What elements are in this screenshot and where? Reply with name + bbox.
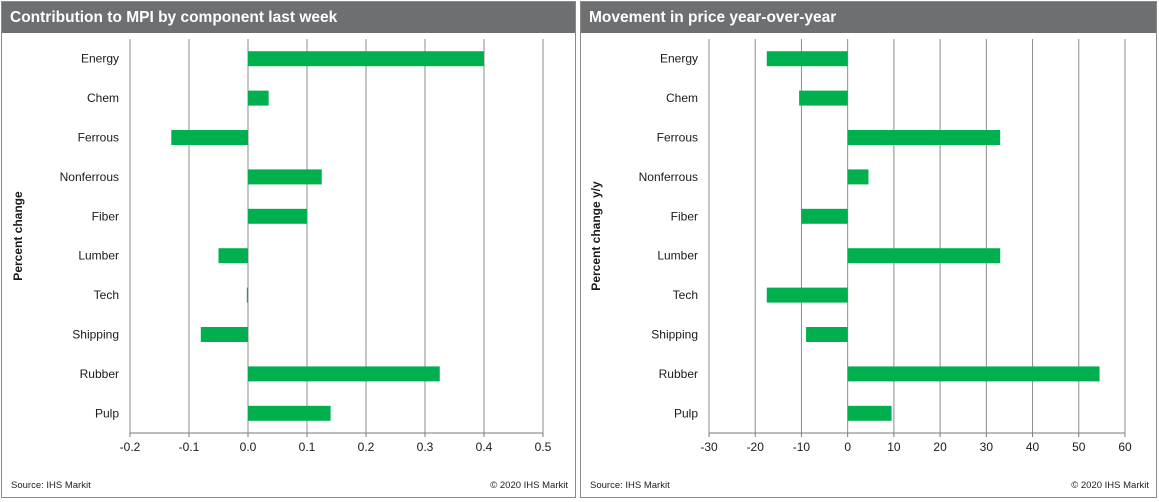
bar-energy (248, 51, 484, 67)
bar-chem (799, 90, 848, 106)
bar-tech (246, 287, 248, 303)
copyright-note: © 2020 IHS Markit (1071, 480, 1149, 491)
category-label: Rubber (659, 367, 698, 381)
category-label: Chem (666, 91, 698, 105)
x-tick-label: -10 (793, 440, 811, 454)
x-tick-label: -30 (700, 440, 718, 454)
chart-panel-mpi-contribution: Contribution to MPI by component last we… (1, 1, 576, 498)
x-tick-label: 50 (1072, 440, 1086, 454)
axis-title: Percent change y/y (589, 181, 603, 291)
bar-chart-price-yoy: -30 -20 -10 0 10 20 30 40 50 60 Energy Chem Ferrous N… (589, 39, 1132, 454)
category-label: Nonferrous (639, 170, 698, 184)
bar-pulp (248, 405, 331, 421)
category-label: Energy (81, 52, 119, 66)
category-label: Lumber (78, 249, 119, 263)
bar-fiber (248, 208, 307, 224)
copyright-note: © 2020 IHS Markit (490, 480, 568, 491)
bar-rubber (847, 366, 1100, 382)
bar-fiber (801, 208, 848, 224)
bar-nonferrous (847, 169, 869, 185)
x-tick-label: 0.2 (358, 440, 375, 454)
bar-lumber (218, 248, 248, 264)
x-tick-label: 10 (887, 440, 901, 454)
bar-chem (248, 90, 269, 106)
bar-energy (766, 51, 848, 67)
category-label: Pulp (95, 406, 119, 420)
x-tick-label: 60 (1118, 440, 1132, 454)
category-label: Fiber (92, 209, 119, 223)
x-tick-label: 20 (933, 440, 947, 454)
category-label: Ferrous (78, 131, 119, 145)
chart-panel-price-yoy: Movement in price year-over-year -30 -20-… (580, 1, 1157, 498)
category-label: Pulp (674, 406, 698, 420)
x-tick-label: 0.5 (535, 440, 552, 454)
category-label: Tech (94, 288, 119, 302)
category-label: Fiber (671, 209, 698, 223)
bar-nonferrous (248, 169, 322, 185)
x-tick-label: 0 (844, 440, 851, 454)
bar-tech (766, 287, 848, 303)
chart-header: Contribution to MPI by component last we… (2, 2, 575, 33)
x-tick-label: -0.2 (120, 440, 141, 454)
category-label: Lumber (657, 249, 698, 263)
x-tick-label: 0.3 (417, 440, 434, 454)
x-tick-label: 0.1 (299, 440, 316, 454)
x-tick-label: 0.4 (476, 440, 493, 454)
bar-shipping (806, 327, 848, 342)
category-label: Energy (660, 52, 698, 66)
x-tick-label: -20 (747, 440, 765, 454)
bar-ferrous (847, 130, 1001, 145)
category-label: Nonferrous (60, 170, 119, 184)
category-label: Tech (673, 288, 698, 302)
category-label: Shipping (72, 328, 119, 342)
x-tick-label: 0.0 (240, 440, 257, 454)
bar-rubber (248, 366, 440, 382)
bar-ferrous (171, 130, 248, 145)
bar-shipping (200, 327, 248, 342)
bar-lumber (847, 248, 1001, 264)
bar-pulp (847, 405, 892, 421)
source-note: Source: IHS Markit (590, 480, 670, 491)
category-label: Rubber (80, 367, 119, 381)
x-tick-label: 30 (980, 440, 994, 454)
chart-header: Movement in price year-over-year (581, 2, 1156, 33)
x-tick-label: 40 (1026, 440, 1040, 454)
bar-chart-mpi-contribution: -0.2 -0.1 0.0 0.1 0.2 0.3 0.4 0.5 Energy Chem Ferr… (11, 39, 552, 454)
category-label: Shipping (651, 328, 698, 342)
category-label: Ferrous (657, 131, 698, 145)
category-label: Chem (87, 91, 119, 105)
x-tick-label: -0.1 (179, 440, 200, 454)
source-note: Source: IHS Markit (11, 480, 91, 491)
axis-title: Percent change (11, 191, 25, 281)
